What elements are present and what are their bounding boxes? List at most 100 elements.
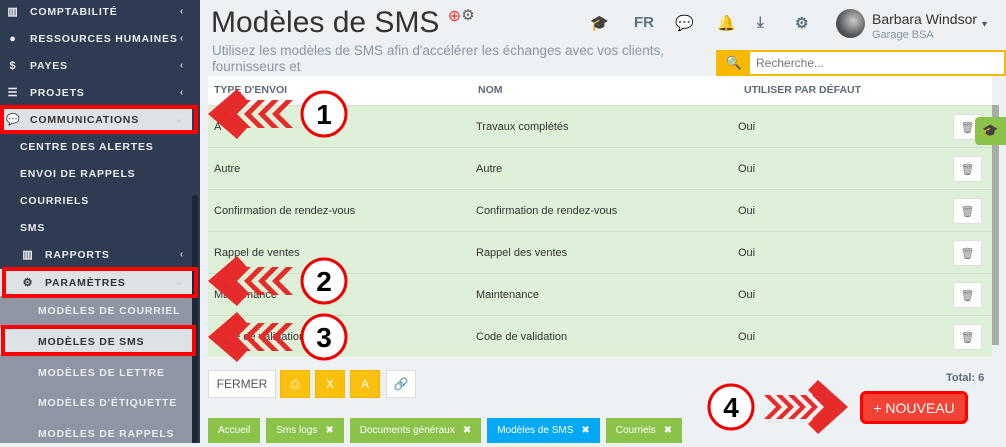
- list-icon: ☰: [7, 87, 19, 99]
- default-cell: Oui: [738, 289, 756, 301]
- highlight-box: [0, 105, 198, 134]
- excel-icon[interactable]: X: [315, 370, 345, 398]
- chevron-left-icon: ‹: [179, 249, 184, 260]
- print-icon[interactable]: ⎙: [280, 370, 310, 398]
- templates-table: TYPE D'ENVOI NOM UTILISER PAR DÉFAUT A Tr…: [208, 76, 992, 358]
- sidebar-item-rh[interactable]: ● RESSOURCES HUMAINES ‹: [0, 25, 192, 52]
- column-header[interactable]: TYPE D'ENVOI: [214, 84, 288, 96]
- arrow-head: [808, 380, 848, 434]
- name-cell: Code de validation: [476, 331, 568, 343]
- label: MODÈLES DE LETTRE: [38, 366, 165, 379]
- user-name: Barbara Windsor: [872, 11, 978, 27]
- chat-icon[interactable]: 💬: [675, 15, 694, 32]
- sidebar-item-modeles-sms[interactable]: MODÈLES DE SMS: [0, 328, 192, 355]
- label: PAYES: [30, 59, 68, 72]
- sidebar-item-modeles-etiquette[interactable]: MODÈLES D'ÉTIQUETTE: [0, 389, 192, 416]
- table-row[interactable]: A Travaux complétés Oui 🗑: [208, 105, 992, 147]
- chevron-down-icon: ⌄: [174, 114, 184, 125]
- table-row[interactable]: Code de validation Code de validation Oui 🗑: [208, 315, 992, 357]
- tab-documents[interactable]: Documents généraux ✖: [349, 418, 482, 443]
- graduation-cap-icon[interactable]: 🎓: [590, 15, 609, 32]
- submenu-bg: [0, 296, 192, 443]
- trash-icon[interactable]: 🗑: [953, 282, 982, 308]
- pdf-icon[interactable]: A: [350, 370, 380, 398]
- column-header[interactable]: NOM: [478, 84, 503, 96]
- close-icon[interactable]: ✖: [325, 425, 334, 436]
- table-row[interactable]: Rappel de ventes Rappel des ventes Oui 🗑: [208, 231, 992, 273]
- trash-icon[interactable]: 🗑: [953, 198, 982, 224]
- name-cell: Maintenance: [476, 289, 539, 301]
- sidebar-item-modeles-rappels[interactable]: MODÈLES DE RAPPELS: [0, 420, 192, 447]
- type-cell: Code de validation: [214, 331, 306, 343]
- label: ENVOI DE RAPPELS: [20, 167, 136, 180]
- sidebar-item-courriels[interactable]: COURRIELS: [0, 187, 192, 214]
- label: RESSOURCES HUMAINES: [30, 32, 178, 45]
- settings-icon[interactable]: ⚙: [795, 15, 809, 32]
- bar-chart-icon: ▥: [22, 249, 34, 261]
- bell-icon[interactable]: 🔔: [717, 15, 736, 32]
- gear-icon: ⚙: [22, 277, 34, 289]
- gear-icon[interactable]: ⚙: [461, 7, 475, 24]
- close-button[interactable]: FERMER: [208, 370, 276, 398]
- trash-icon[interactable]: 🗑: [953, 156, 982, 182]
- sidebar-item-projets[interactable]: ☰ PROJETS ‹: [0, 79, 192, 106]
- column-header[interactable]: UTILISER PAR DÉFAUT: [744, 84, 862, 96]
- close-icon[interactable]: ✖: [663, 425, 673, 436]
- sidebar-item-modeles-lettre[interactable]: MODÈLES DE LETTRE: [0, 359, 192, 386]
- add-icon[interactable]: ⊕: [447, 8, 462, 25]
- sidebar-item-alertes[interactable]: CENTRE DES ALERTES: [0, 133, 192, 160]
- highlight-box: [1, 325, 196, 356]
- sidebar-item-parametres[interactable]: ⚙ PARAMÈTRES ⌄: [0, 269, 192, 296]
- table-row[interactable]: Maintenance Maintenance Oui 🗑: [208, 273, 992, 315]
- highlight-box: [2, 267, 198, 298]
- sidebar-item-payes[interactable]: $ PAYES ‹: [0, 52, 192, 79]
- label: MODÈLES DE SMS: [38, 335, 145, 348]
- dollar-icon: $: [9, 59, 17, 72]
- tab-label: Accueil: [218, 425, 251, 436]
- name-cell: Travaux complétés: [476, 121, 569, 133]
- tab-label: Modèles de SMS: [497, 425, 574, 436]
- sidebar-item-modeles-courriel[interactable]: MODÈLES DE COURRIEL: [0, 297, 192, 324]
- new-button[interactable]: + NOUVEAU: [860, 391, 968, 424]
- sidebar-item-comptabilite[interactable]: ▥ COMPTABILITÉ ‹: [0, 0, 192, 25]
- tab-sms-logs[interactable]: Sms logs ✖: [266, 418, 344, 443]
- trash-icon[interactable]: 🗑: [953, 240, 982, 266]
- chevron-down-icon: ▾: [982, 19, 988, 30]
- tab-courriels[interactable]: Courriels ✖: [605, 418, 683, 443]
- search-input[interactable]: [750, 52, 1004, 74]
- tab-modeles-sms[interactable]: Modèles de SMS ✖: [487, 418, 600, 443]
- user-icon: ●: [9, 32, 17, 45]
- sidebar-item-sms[interactable]: SMS: [0, 214, 192, 241]
- type-cell: Maintenance: [214, 289, 277, 301]
- link-icon[interactable]: 🔗: [386, 370, 416, 398]
- sidebar-item-communications[interactable]: 💬 COMMUNICATIONS ⌄: [0, 106, 192, 133]
- sidebar-scrollbar[interactable]: [192, 195, 198, 443]
- table-row[interactable]: Autre Autre Oui 🗑: [208, 147, 992, 189]
- chevron-left-icon: ‹: [179, 60, 184, 71]
- label: PROJETS: [30, 86, 85, 99]
- tab-label: Documents généraux: [359, 425, 455, 436]
- default-cell: Oui: [738, 121, 756, 133]
- language-selector[interactable]: FR: [634, 14, 654, 31]
- search-icon[interactable]: 🔍: [718, 52, 750, 74]
- annotation-number: 4: [723, 392, 739, 423]
- default-cell: Oui: [738, 247, 756, 259]
- label: MODÈLES DE RAPPELS: [38, 427, 175, 440]
- close-icon[interactable]: ✖: [581, 425, 590, 436]
- graduation-cap-icon[interactable]: 🎓: [975, 117, 1006, 145]
- tab-accueil[interactable]: Accueil: [208, 418, 261, 443]
- page-subtitle: Utilisez les modèles de SMS afin d'accél…: [212, 43, 665, 74]
- table-row[interactable]: Confirmation de rendez-vous Confirmation …: [208, 189, 992, 231]
- close-icon[interactable]: ✖: [462, 425, 472, 436]
- sidebar-item-rappels[interactable]: ENVOI DE RAPPELS: [0, 160, 192, 187]
- label: COMPTABILITÉ: [30, 5, 118, 18]
- sidebar-item-rapports[interactable]: ▥ RAPPORTS ‹: [0, 241, 192, 268]
- label: COURRIELS: [20, 194, 90, 207]
- table-scrollbar[interactable]: [992, 105, 999, 345]
- arrow-chevron: [764, 395, 782, 419]
- label: PARAMÈTRES: [45, 276, 126, 289]
- arrow-chevron: [788, 395, 806, 419]
- download-icon[interactable]: ⤓: [757, 14, 764, 31]
- trash-icon[interactable]: 🗑: [953, 324, 982, 350]
- arrow-chevron: [800, 395, 818, 419]
